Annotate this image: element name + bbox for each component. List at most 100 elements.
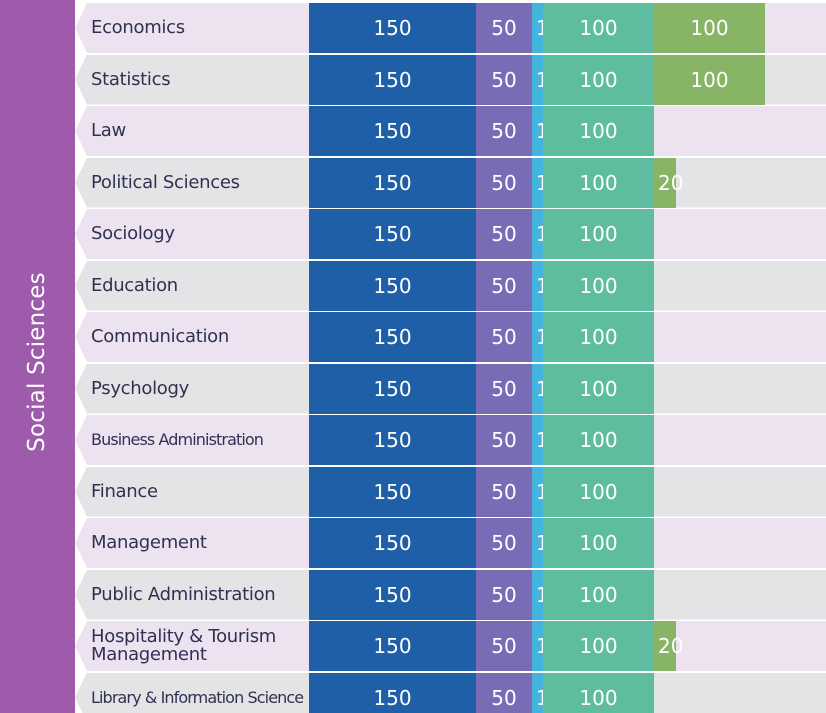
bar-segment-1: 150 xyxy=(309,415,476,465)
data-label: 50 xyxy=(491,582,517,607)
data-label: 150 xyxy=(373,119,412,143)
category-label: Social Sciences xyxy=(24,272,50,452)
bar-segment-5: 20 xyxy=(654,157,683,208)
bar-segment-3: 10 xyxy=(532,415,561,465)
data-label: 100 xyxy=(579,634,618,658)
category-tick-label: Education xyxy=(91,274,178,296)
bar-segment-4: 100 xyxy=(543,54,654,105)
data-label: 100 xyxy=(579,479,618,504)
bar-segment-4: 100 xyxy=(543,260,654,311)
data-label: 100 xyxy=(579,325,618,349)
bar-segment-1: 150 xyxy=(309,672,476,713)
bar-segment-4: 100 xyxy=(543,518,654,568)
bar-segment-3: 10 xyxy=(532,209,561,259)
bar-segment-4: 100 xyxy=(543,672,654,713)
bar-segment-4: 100 xyxy=(543,363,654,414)
bar-segment-3: 10 xyxy=(532,312,561,362)
data-label: 50 xyxy=(491,273,517,298)
data-label: 150 xyxy=(373,376,412,401)
category-tick-label: Hospitality & Tourism Management xyxy=(91,626,277,665)
bar-segment-3: 10 xyxy=(532,363,561,414)
data-label: 100 xyxy=(579,222,618,246)
category-band: Social Sciences xyxy=(0,0,75,713)
category-tick-label: Library & Information Science xyxy=(91,687,304,707)
data-label: 50 xyxy=(491,376,517,401)
category-tick-label: Communication xyxy=(91,326,229,347)
bar-segment-4: 100 xyxy=(543,209,654,259)
bar-segment-2: 50 xyxy=(476,260,532,311)
bar-segment-3: 10 xyxy=(532,569,561,620)
data-label: 50 xyxy=(491,119,517,143)
bar-segment-3: 10 xyxy=(532,54,561,105)
bar-segment-1: 150 xyxy=(309,3,476,53)
bar-segment-3: 10 xyxy=(532,157,561,208)
category-tick-label: Finance xyxy=(91,480,158,502)
bar-segment-4: 100 xyxy=(543,106,654,156)
category-tick-label: Economics xyxy=(91,17,185,38)
data-label: 20 xyxy=(658,170,684,195)
data-label: 150 xyxy=(373,67,412,92)
data-label: 50 xyxy=(491,428,517,452)
bar-segment-3: 10 xyxy=(532,466,561,517)
data-label: 50 xyxy=(491,531,517,555)
data-label: 150 xyxy=(373,531,412,555)
bar-segment-2: 50 xyxy=(476,415,532,465)
bar-segment-1: 150 xyxy=(309,363,476,414)
data-label: 50 xyxy=(491,222,517,246)
bar-segment-1: 150 xyxy=(309,106,476,156)
data-label: 50 xyxy=(491,479,517,504)
chart-row: Economics 150 50 10 100 100 xyxy=(75,3,826,53)
chart-row: Psychology 150 50 10 100 xyxy=(75,363,826,414)
bar-segment-1: 150 xyxy=(309,569,476,620)
data-label: 50 xyxy=(491,685,517,710)
bar-segment-2: 50 xyxy=(476,569,532,620)
chart-row: Communication 150 50 10 100 xyxy=(75,312,826,362)
bar-segment-3: 10 xyxy=(532,672,561,713)
category-tick-label: Political Sciences xyxy=(91,171,240,193)
data-label: 150 xyxy=(373,273,412,298)
bar-segment-1: 150 xyxy=(309,518,476,568)
bar-segment-5: 100 xyxy=(654,54,765,105)
bar-segment-2: 50 xyxy=(476,363,532,414)
data-label: 150 xyxy=(373,16,412,40)
bar-segment-2: 50 xyxy=(476,3,532,53)
chart-row: Sociology 150 50 10 100 xyxy=(75,209,826,259)
chart-row: Hospitality & Tourism Management 150 50 10 1… xyxy=(75,621,826,671)
bar-segment-3: 10 xyxy=(532,621,561,671)
bar-segment-1: 150 xyxy=(309,260,476,311)
data-label: 50 xyxy=(491,16,517,40)
bar-segment-3: 10 xyxy=(532,3,561,53)
category-tick-label: Business Administration xyxy=(91,430,264,449)
bar-segment-4: 100 xyxy=(543,312,654,362)
data-label: 100 xyxy=(579,531,618,555)
data-label: 20 xyxy=(658,634,684,658)
bar-segment-4: 100 xyxy=(543,157,654,208)
data-label: 150 xyxy=(373,634,412,658)
bar-segment-3: 10 xyxy=(532,106,561,156)
bar-segment-5: 100 xyxy=(654,3,765,53)
data-label: 100 xyxy=(579,16,618,40)
bar-segment-4: 100 xyxy=(543,3,654,53)
data-label: 150 xyxy=(373,428,412,452)
chart-row: Public Administration 150 50 10 100 xyxy=(75,569,826,620)
bar-segment-1: 150 xyxy=(309,621,476,671)
data-label: 150 xyxy=(373,582,412,607)
bar-segment-2: 50 xyxy=(476,312,532,362)
stacked-bar-chart: Economics1505010100100Statistics15050101… xyxy=(75,0,826,713)
category-tick-label: Law xyxy=(91,120,126,141)
bar-segment-2: 50 xyxy=(476,209,532,259)
bar-segment-2: 50 xyxy=(476,54,532,105)
bar-segment-2: 50 xyxy=(476,621,532,671)
chart-row: Education 150 50 10 100 xyxy=(75,260,826,311)
data-label: 150 xyxy=(373,685,412,710)
bar-segment-4: 100 xyxy=(543,621,654,671)
data-label: 100 xyxy=(579,582,618,607)
chart-row: Library & Information Science 150 50 10 100 xyxy=(75,672,826,713)
bar-segment-1: 150 xyxy=(309,54,476,105)
data-label: 100 xyxy=(579,376,618,401)
data-label: 100 xyxy=(579,119,618,143)
chart-row: Statistics 150 50 10 100 100 xyxy=(75,54,826,105)
data-label: 100 xyxy=(579,685,618,710)
category-tick-label: Management xyxy=(91,532,207,553)
data-label: 150 xyxy=(373,325,412,349)
